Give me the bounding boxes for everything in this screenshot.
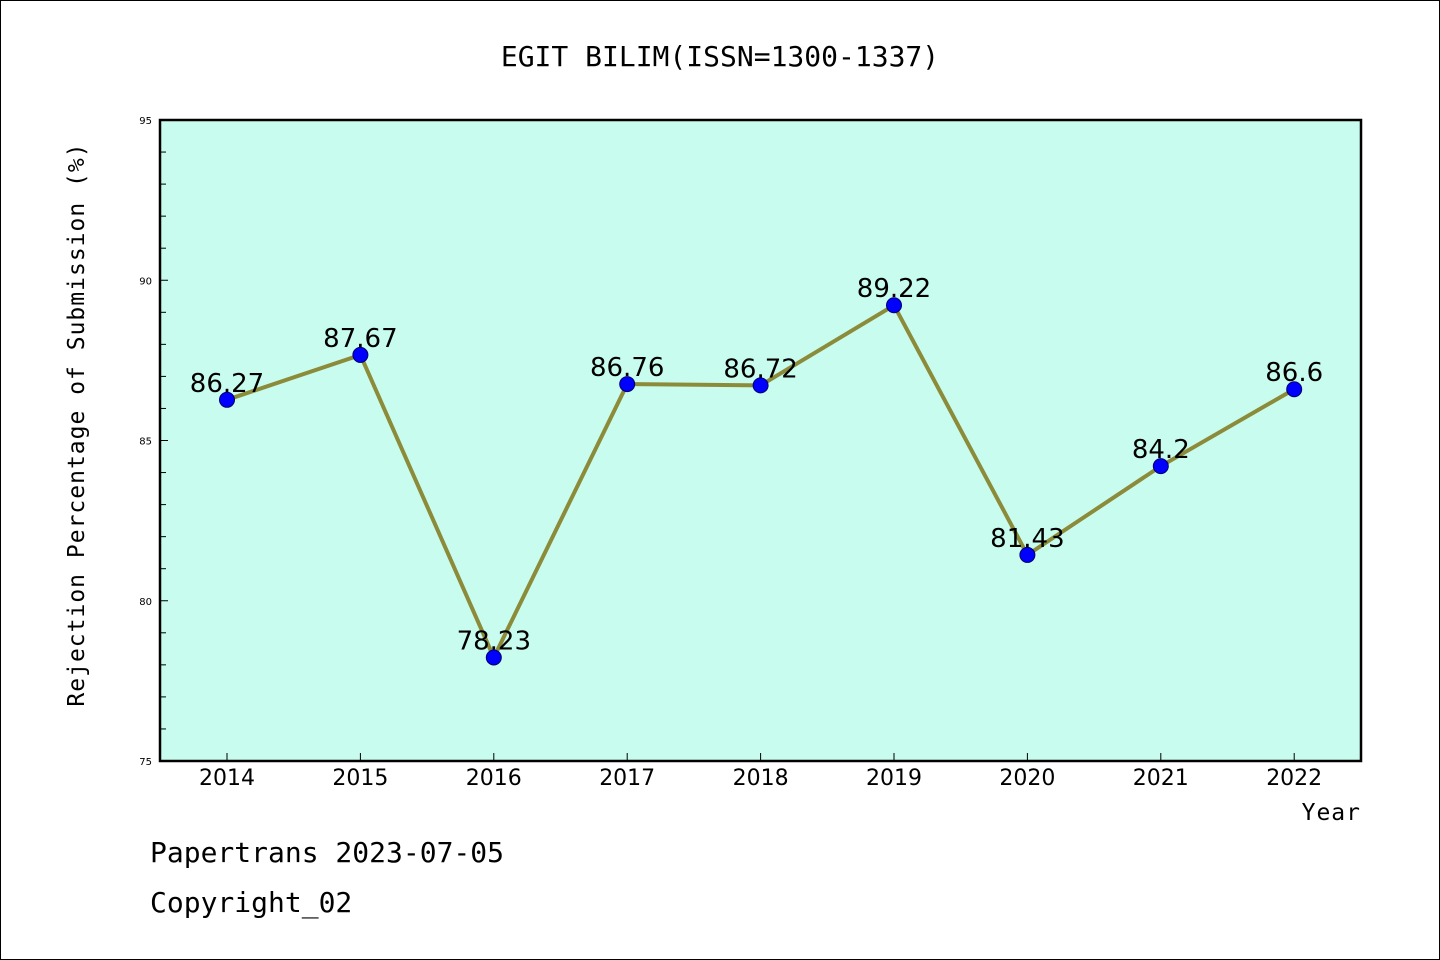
x-tick-label: 2019: [866, 766, 922, 791]
x-tick-label: 2015: [332, 766, 388, 791]
plot-area: [160, 120, 1361, 761]
footer-copyright: Copyright_02: [150, 886, 353, 919]
y-tick-label: 75: [139, 757, 152, 768]
data-label: 86.76: [590, 353, 664, 383]
data-label: 86.6: [1265, 358, 1323, 388]
y-tick-label: 90: [139, 276, 152, 287]
series: 86.27 87.67 78.23 86.76 86.72 89.22 81.43 84.2 8…: [190, 274, 1323, 666]
y-tick-label: 95: [139, 116, 152, 127]
data-point: [219, 391, 235, 408]
x-tick-label: 2020: [999, 766, 1055, 791]
y-tick-label: 85: [139, 437, 152, 448]
x-tick-label: 2018: [733, 766, 789, 791]
data-label: 78.23: [457, 626, 531, 656]
footer-date: Papertrans 2023-07-05: [150, 836, 505, 869]
data-point: [619, 376, 636, 393]
data-point: [485, 649, 502, 666]
data-label: 84.2: [1132, 435, 1190, 465]
data-label: 86.27: [190, 369, 264, 399]
x-tick-label: 2017: [599, 766, 655, 791]
x-tick-label: 2021: [1133, 766, 1189, 791]
data-label: 89.22: [857, 274, 931, 304]
chart-title: EGIT BILIM(ISSN=1300-1337): [501, 40, 939, 73]
data-point: [1152, 458, 1169, 475]
data-point: [352, 346, 369, 363]
data-point: [752, 377, 769, 394]
x-axis: 2014 2015 2016 2017 2018 2019 2020 2021 2022: [199, 753, 1322, 791]
x-axis-label: Year: [1302, 800, 1361, 826]
plot-border: [158, 118, 1363, 763]
data-label: 87.67: [323, 324, 397, 354]
data-label: 81.43: [990, 524, 1064, 554]
x-tick-label: 2022: [1266, 766, 1322, 791]
y-tick-label: 80: [139, 597, 152, 608]
x-tick-label: 2014: [199, 766, 255, 791]
data-label: 86.72: [723, 354, 797, 384]
x-tick-label: 2016: [466, 766, 522, 791]
data-point: [1019, 546, 1036, 563]
data-point: [1286, 381, 1303, 398]
y-axis-label: Rejection Percentage of Submission (%): [64, 142, 90, 706]
data-point: [886, 297, 902, 314]
